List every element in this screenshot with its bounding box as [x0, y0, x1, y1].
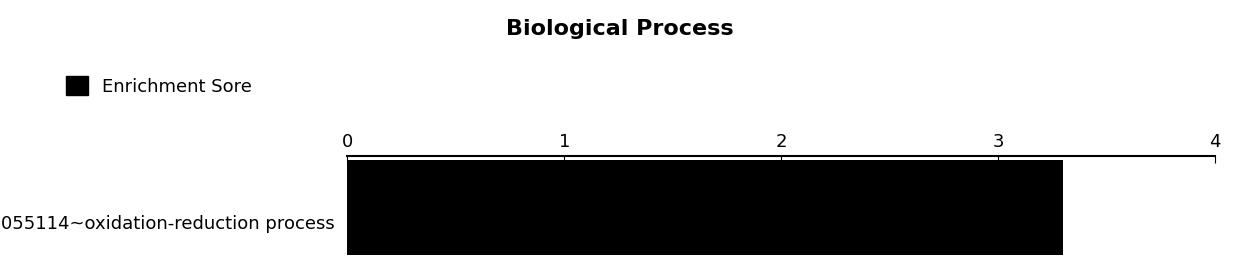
Text: Biological Process: Biological Process	[506, 19, 734, 39]
Legend: Enrichment Sore: Enrichment Sore	[58, 69, 259, 103]
Bar	[347, 160, 1063, 255]
Text: GO:0055114~oxidation-reduction process: GO:0055114~oxidation-reduction process	[0, 215, 335, 233]
